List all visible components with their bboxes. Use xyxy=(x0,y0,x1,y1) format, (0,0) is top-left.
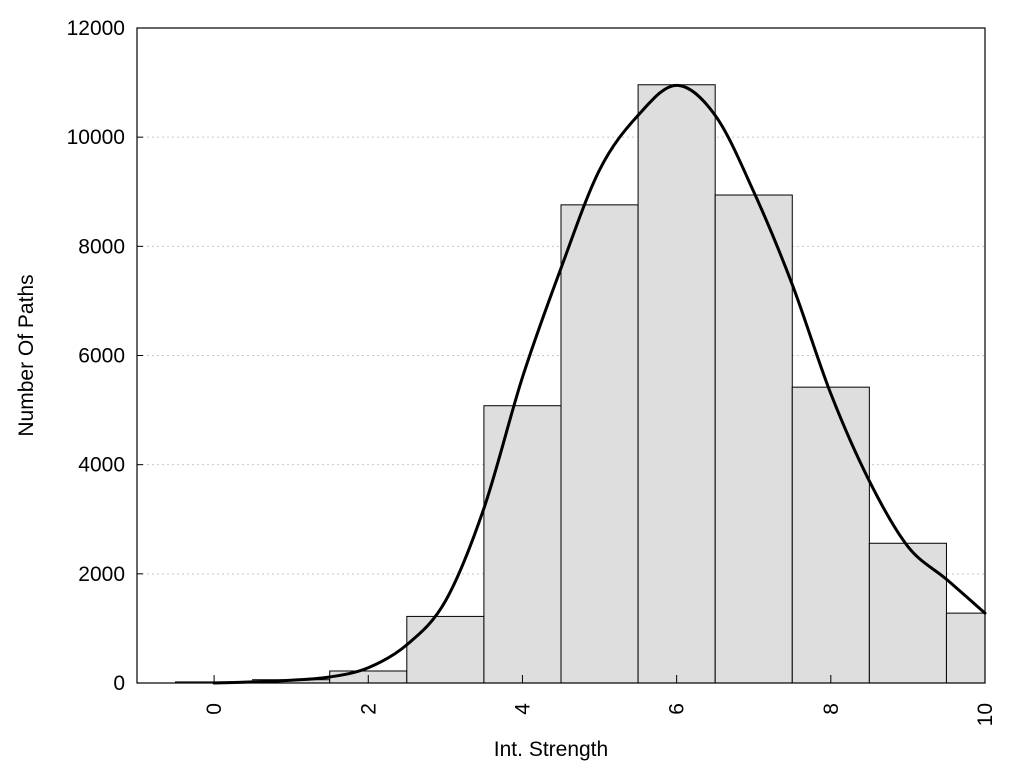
histogram-bar xyxy=(791,386,870,684)
y-axis-ticks: 0 2000 4000 6000 8000 10000 12000 xyxy=(67,17,143,695)
histogram-bar xyxy=(483,405,562,684)
y-axis-label: Number Of Paths xyxy=(15,274,38,436)
x-axis-ticks: 0 2 4 6 8 10 xyxy=(203,675,997,726)
x-tick-label: 0 xyxy=(203,703,226,715)
y-tick-label: 4000 xyxy=(78,454,125,477)
histogram-bar xyxy=(637,84,716,684)
x-tick-label: 10 xyxy=(974,703,997,726)
y-tick-label: 12000 xyxy=(67,17,125,40)
x-tick-label: 2 xyxy=(357,703,380,715)
histogram-bars xyxy=(175,84,986,684)
density-curve xyxy=(212,83,987,685)
histogram-bar xyxy=(945,612,986,684)
y-tick-label: 8000 xyxy=(78,235,125,258)
histogram-bar xyxy=(868,542,947,684)
x-tick-label: 4 xyxy=(511,703,534,715)
y-tick-label: 0 xyxy=(113,672,125,695)
histogram-bar xyxy=(406,615,485,684)
x-tick-label: 8 xyxy=(820,703,843,715)
histogram-bar xyxy=(560,204,639,684)
y-tick-label: 10000 xyxy=(67,126,125,149)
y-tick-label: 2000 xyxy=(78,563,125,586)
density-curve-line xyxy=(212,83,987,685)
x-axis-label: Int. Strength xyxy=(494,738,608,761)
histogram-bar xyxy=(714,194,793,684)
y-tick-label: 6000 xyxy=(78,345,125,368)
x-tick-label: 6 xyxy=(666,703,689,715)
